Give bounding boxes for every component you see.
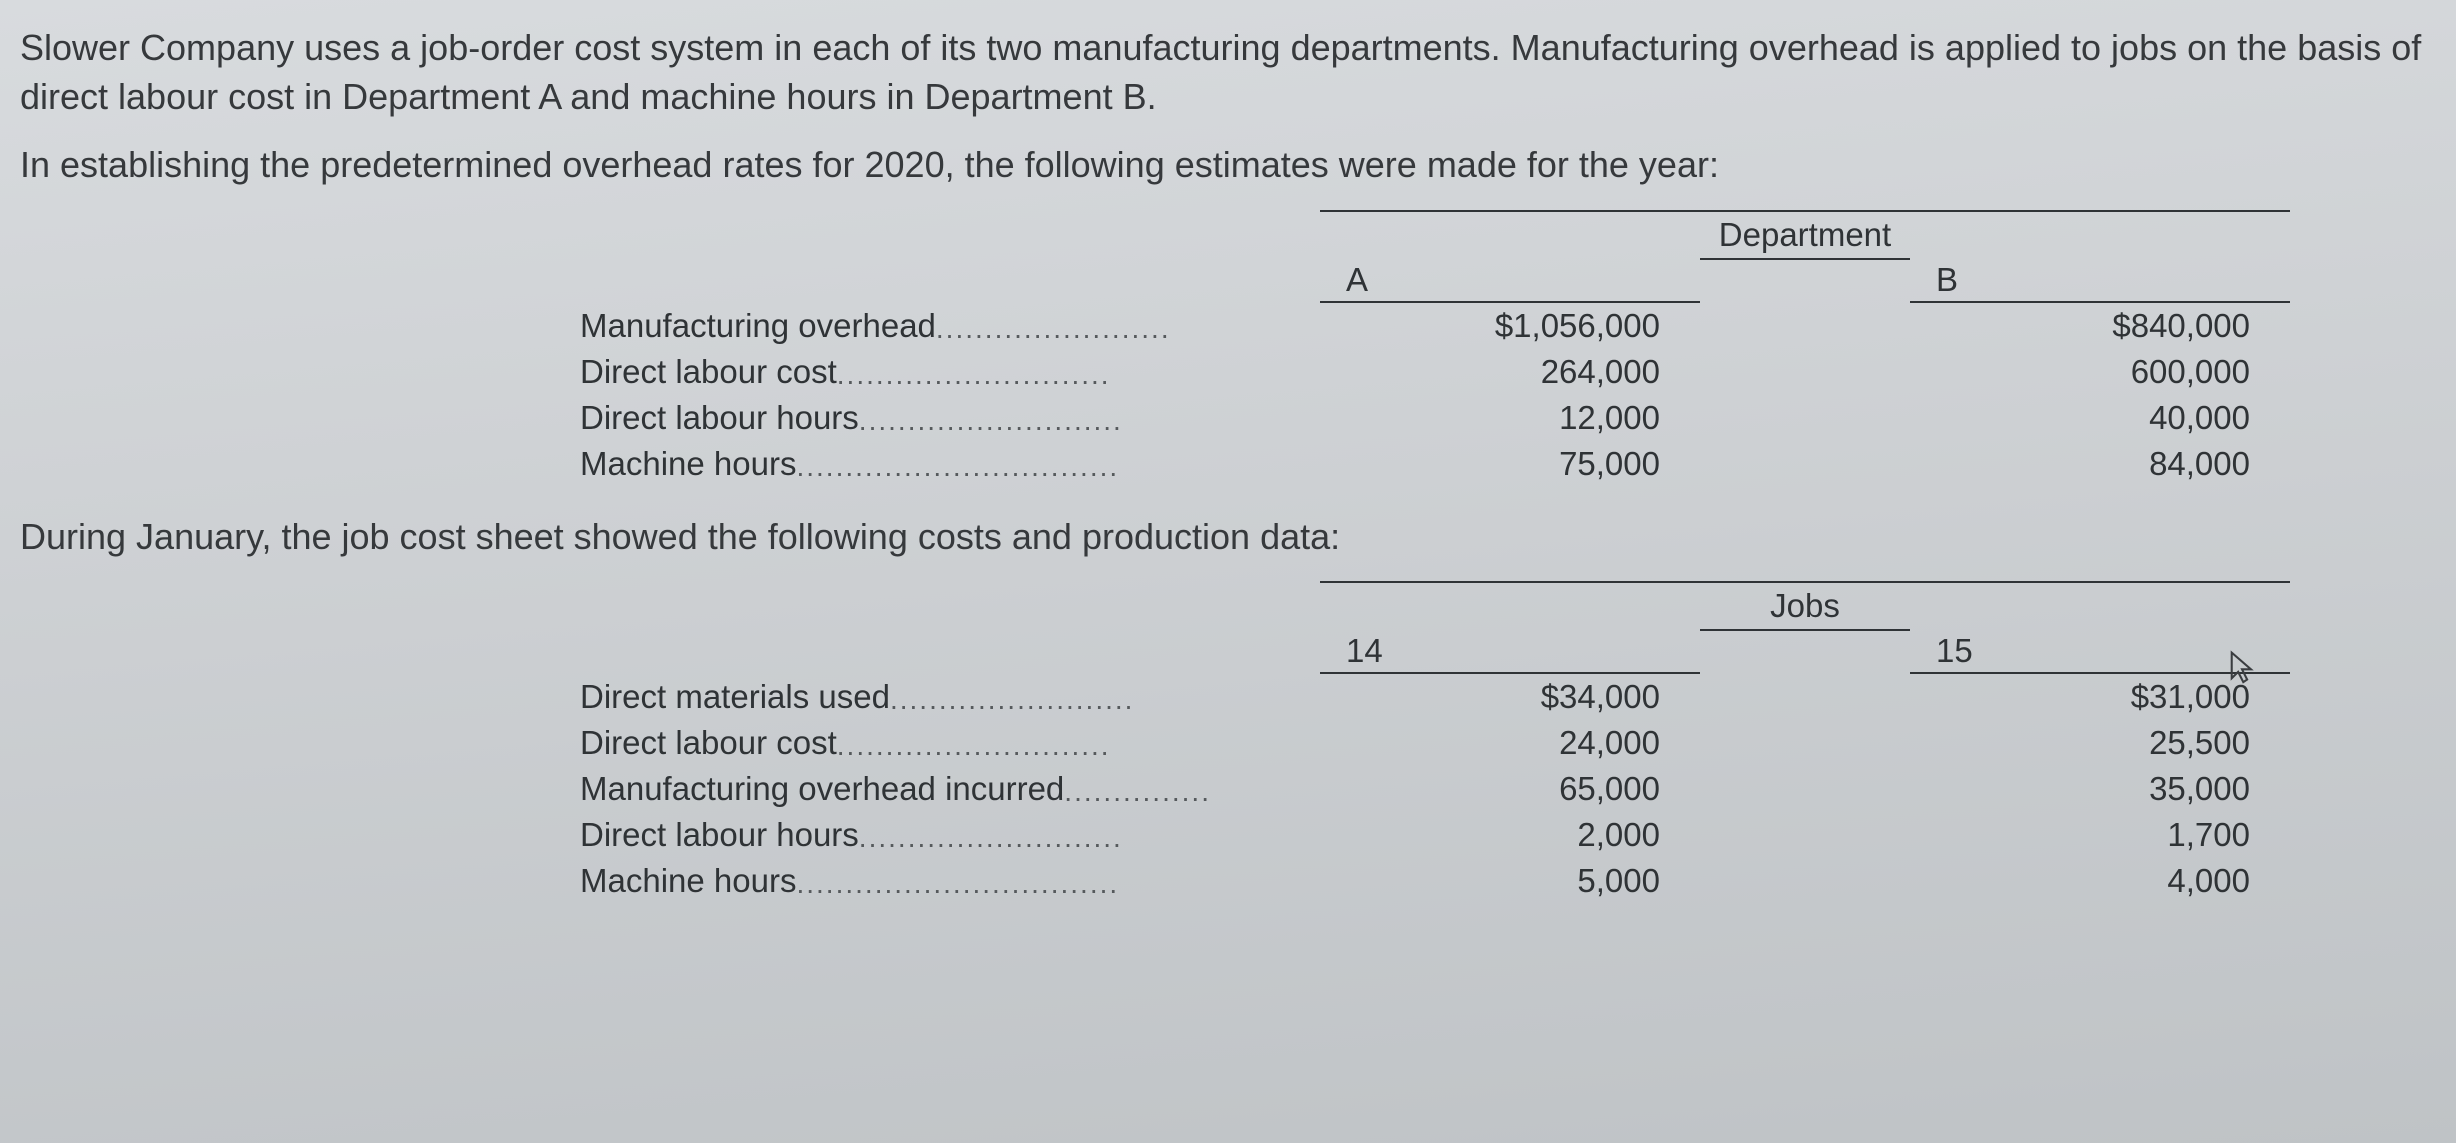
- paragraph-intro-2: In establishing the predetermined overhe…: [20, 141, 2428, 190]
- table-row: Direct labour cost .....................…: [580, 349, 2290, 395]
- table-row: Direct labour hours ....................…: [580, 395, 2290, 441]
- row-value-b: 35,000: [1910, 766, 2290, 812]
- row-label: Direct labour cost .....................…: [580, 349, 1320, 395]
- paragraph-january: During January, the job cost sheet showe…: [20, 513, 2428, 562]
- row-value-b: 25,500: [1910, 720, 2290, 766]
- estimates-table: Department A B Manufacturing overhead ..…: [580, 210, 2290, 487]
- row-label: Machine hours ..........................…: [580, 441, 1320, 487]
- row-value-b: 1,700: [1910, 812, 2290, 858]
- row-value-b: 4,000: [1910, 858, 2290, 904]
- row-value-a: 264,000: [1320, 349, 1700, 395]
- table2-group-header: Jobs: [1700, 587, 1910, 630]
- row-label: Manufacturing overhead incurred ........…: [580, 766, 1320, 812]
- row-value-b: $840,000: [1910, 302, 2290, 349]
- question-page: Slower Company uses a job-order cost sys…: [0, 0, 2456, 904]
- table-row: Direct labour cost .....................…: [580, 720, 2290, 766]
- jobs-table: Jobs 14 15 Direct materials used .......…: [580, 581, 2290, 904]
- row-label: Machine hours ..........................…: [580, 858, 1320, 904]
- table2-col-a-header: 14: [1320, 630, 1700, 673]
- row-value-a: 24,000: [1320, 720, 1700, 766]
- row-value-b: 40,000: [1910, 395, 2290, 441]
- row-value-b: 600,000: [1910, 349, 2290, 395]
- row-value-a: 2,000: [1320, 812, 1700, 858]
- table-row: Direct labour hours ....................…: [580, 812, 2290, 858]
- table-row: Manufacturing overhead incurred ........…: [580, 766, 2290, 812]
- table-row: Machine hours ..........................…: [580, 441, 2290, 487]
- row-label: Direct labour cost .....................…: [580, 720, 1320, 766]
- row-label: Direct labour hours ....................…: [580, 395, 1320, 441]
- jobs-table-wrap: Jobs 14 15 Direct materials used .......…: [20, 581, 2428, 904]
- table-row: Direct materials used ..................…: [580, 673, 2290, 720]
- row-label: Direct materials used ..................…: [580, 673, 1320, 720]
- table1-col-a-header: A: [1320, 259, 1700, 302]
- row-value-a: $34,000: [1320, 673, 1700, 720]
- table2-col-b-header: 15: [1910, 630, 2290, 673]
- table1-col-b-header: B: [1910, 259, 2290, 302]
- row-label: Manufacturing overhead .................…: [580, 302, 1320, 349]
- row-value-a: 12,000: [1320, 395, 1700, 441]
- row-value-a: 5,000: [1320, 858, 1700, 904]
- row-label: Direct labour hours ....................…: [580, 812, 1320, 858]
- row-value-a: 65,000: [1320, 766, 1700, 812]
- row-value-b: $31,000: [1910, 673, 2290, 720]
- table1-group-header: Department: [1700, 216, 1910, 259]
- paragraph-intro-1: Slower Company uses a job-order cost sys…: [20, 24, 2428, 121]
- table-row: Machine hours ..........................…: [580, 858, 2290, 904]
- estimates-table-wrap: Department A B Manufacturing overhead ..…: [20, 210, 2428, 487]
- row-value-a: 75,000: [1320, 441, 1700, 487]
- table-row: Manufacturing overhead .................…: [580, 302, 2290, 349]
- row-value-b: 84,000: [1910, 441, 2290, 487]
- row-value-a: $1,056,000: [1320, 302, 1700, 349]
